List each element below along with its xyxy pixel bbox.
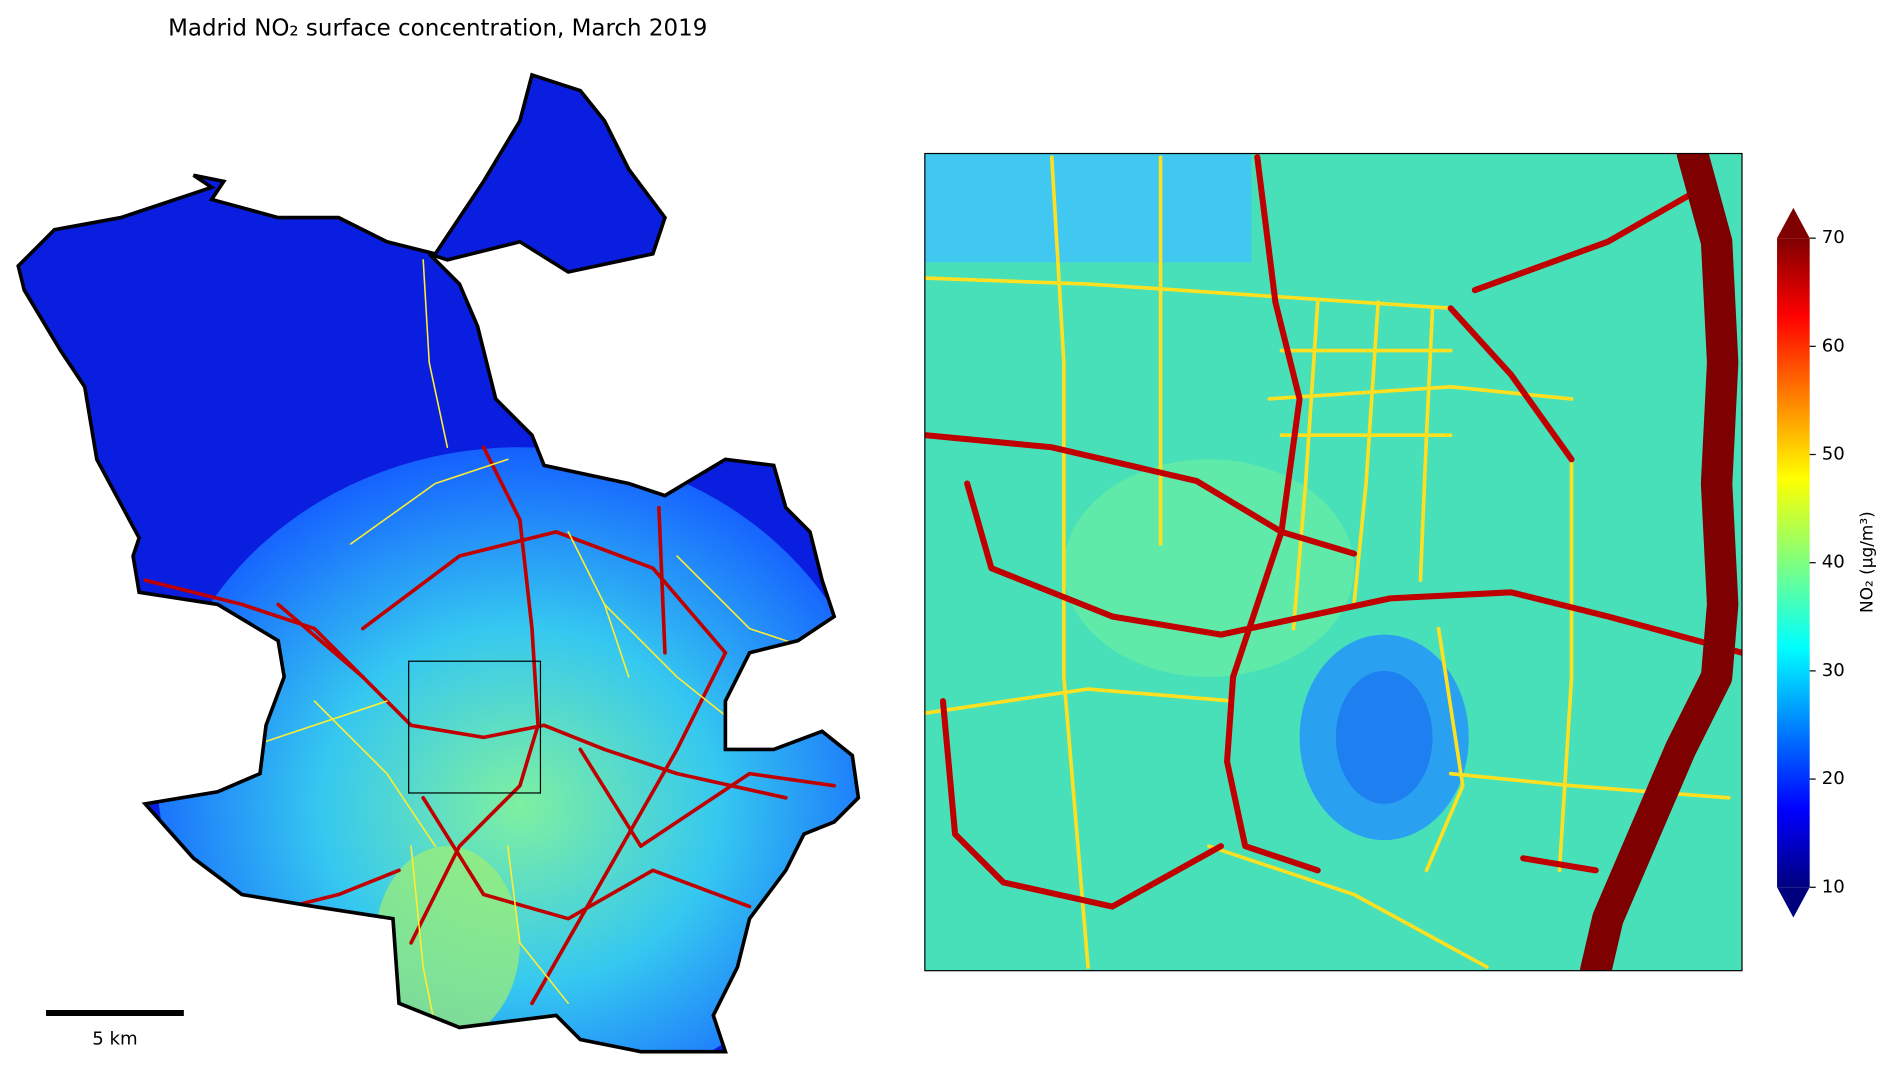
- colorbar-gradient: [1777, 238, 1810, 888]
- colorbar-tick-label: 60: [1822, 335, 1845, 356]
- scale-label: 5 km: [92, 1029, 137, 1050]
- colorbar-tick-label: 30: [1822, 660, 1845, 681]
- colorbar-tick-label: 50: [1822, 444, 1845, 465]
- colorbar-extend-min: [1777, 887, 1810, 918]
- colorbar-extend-max: [1777, 207, 1810, 239]
- colorbar-tick-label: 40: [1822, 552, 1845, 573]
- colorbar-tick-label: 70: [1822, 227, 1845, 248]
- colorbar-tick-label: 10: [1822, 876, 1845, 897]
- map-title: Madrid NO₂ surface concentration, March …: [168, 16, 707, 42]
- zoom-map: [924, 153, 1742, 971]
- zoom-frame: [924, 152, 1743, 972]
- colorbar: NO₂ (μg/m³) 10 20 30 40 50 60 70: [1777, 207, 1877, 918]
- colorbar-label: NO₂ (μg/m³): [1857, 511, 1877, 613]
- colorbar-tick-label: 20: [1822, 768, 1845, 789]
- zoom-box: [408, 660, 542, 794]
